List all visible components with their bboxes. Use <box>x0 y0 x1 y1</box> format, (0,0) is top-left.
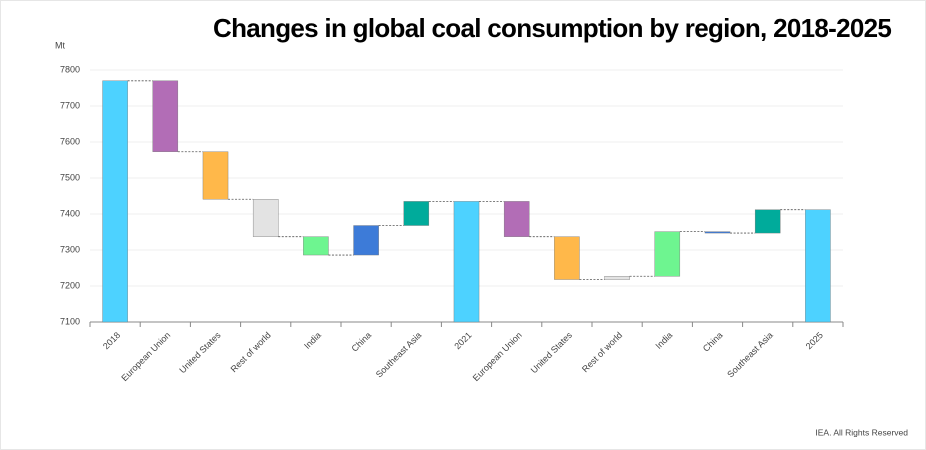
x-tick-label: United States <box>529 330 575 376</box>
x-tick-label: China <box>349 330 373 354</box>
bar <box>654 231 681 277</box>
bar <box>403 201 430 226</box>
y-tick-label: 7500 <box>60 172 80 182</box>
x-tick-label: European Union <box>119 330 172 383</box>
y-tick-label: 7600 <box>60 136 80 146</box>
bar <box>503 201 530 237</box>
x-tick-label: Rest of world <box>229 330 273 374</box>
y-unit: Mt <box>55 40 65 50</box>
y-tick-label: 7300 <box>60 244 80 254</box>
chart-title: Changes in global coal consumption by re… <box>213 13 892 43</box>
bar <box>604 276 630 280</box>
x-tick-label: Southeast Asia <box>374 330 424 380</box>
x-tick-label: China <box>701 330 725 354</box>
bar <box>252 199 279 237</box>
bar <box>754 209 781 234</box>
bar <box>102 80 128 323</box>
x-tick-label: 2018 <box>101 330 122 351</box>
x-tick-label: Southeast Asia <box>725 330 775 380</box>
x-tick-label: 2025 <box>804 330 825 351</box>
y-tick-label: 7400 <box>60 208 80 218</box>
bar <box>303 236 329 256</box>
x-tick-label: Rest of world <box>580 330 624 374</box>
y-tick-label: 7800 <box>60 64 80 74</box>
bar <box>554 236 580 280</box>
x-tick-label: United States <box>177 330 223 376</box>
source: IEA. All Rights Reserved <box>815 427 908 437</box>
y-tick-label: 7100 <box>60 316 80 326</box>
bar <box>202 151 229 200</box>
x-tick-label: 2021 <box>452 330 473 351</box>
bar <box>152 80 179 152</box>
bar <box>805 209 831 323</box>
y-tick-label: 7200 <box>60 280 80 290</box>
x-tick-label: European Union <box>471 330 524 383</box>
bar <box>353 225 379 256</box>
bar <box>704 231 731 234</box>
y-tick-label: 7700 <box>60 100 80 110</box>
bar <box>453 201 480 323</box>
x-tick-label: India <box>654 330 675 351</box>
x-tick-label: India <box>302 330 323 351</box>
